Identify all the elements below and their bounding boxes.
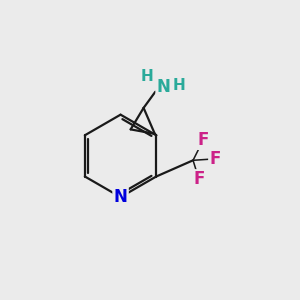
Text: F: F bbox=[198, 131, 209, 149]
Text: H: H bbox=[172, 78, 185, 93]
Text: F: F bbox=[209, 150, 221, 168]
Text: F: F bbox=[193, 170, 205, 188]
Text: N: N bbox=[114, 188, 128, 206]
Text: N: N bbox=[157, 78, 171, 96]
Text: H: H bbox=[140, 70, 153, 85]
